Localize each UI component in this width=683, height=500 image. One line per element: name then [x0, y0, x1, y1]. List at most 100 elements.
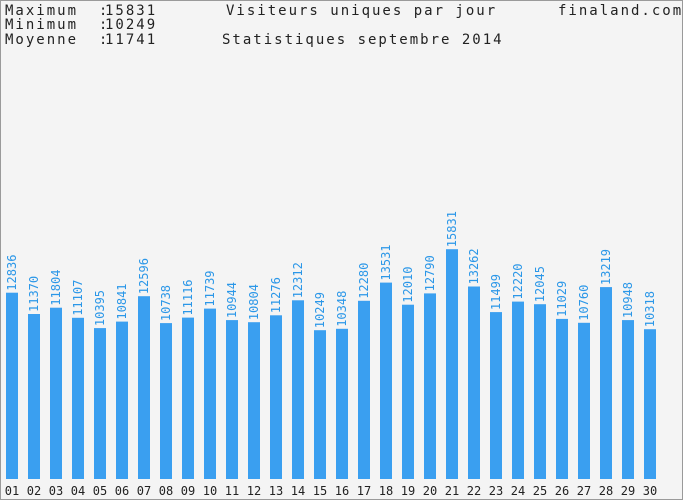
x-tick-28: 28: [599, 484, 613, 498]
value-label-15: 10249: [313, 292, 327, 328]
x-tick-16: 16: [335, 484, 349, 498]
avg-value: 11741: [105, 32, 158, 48]
bar-10: [204, 308, 216, 479]
bar-27: [578, 322, 590, 479]
x-tick-09: 09: [181, 484, 195, 498]
x-tick-10: 10: [203, 484, 217, 498]
value-label-03: 11804: [49, 270, 63, 306]
chart-subtitle: Statistiques septembre 2014: [222, 32, 504, 48]
value-label-17: 12280: [357, 263, 371, 299]
bar-01: [6, 292, 18, 479]
value-label-13: 11276: [269, 277, 283, 313]
value-label-20: 12790: [423, 255, 437, 291]
value-label-19: 12010: [401, 267, 415, 303]
value-label-22: 13262: [467, 248, 481, 284]
value-label-04: 11107: [71, 280, 85, 316]
value-label-14: 12312: [291, 262, 305, 298]
x-tick-30: 30: [643, 484, 657, 498]
bar-30: [644, 329, 656, 479]
x-tick-08: 08: [159, 484, 173, 498]
value-label-29: 10948: [621, 282, 635, 318]
x-tick-25: 25: [533, 484, 547, 498]
value-label-24: 12220: [511, 263, 525, 299]
bar-06: [116, 321, 128, 479]
value-label-25: 12045: [533, 266, 547, 302]
chart-title: Visiteurs uniques par jour: [226, 3, 498, 19]
value-label-16: 10348: [335, 291, 349, 327]
min-label: Minimum :: [5, 17, 110, 33]
x-tick-19: 19: [401, 484, 415, 498]
value-label-30: 10318: [643, 291, 657, 327]
value-label-21: 15831: [445, 211, 459, 247]
x-tick-01: 01: [5, 484, 19, 498]
bar-07: [138, 296, 150, 479]
bar-16: [336, 328, 348, 479]
bar-15: [314, 330, 326, 479]
value-label-06: 10841: [115, 283, 129, 319]
x-tick-24: 24: [511, 484, 525, 498]
x-tick-21: 21: [445, 484, 459, 498]
value-label-05: 10395: [93, 290, 107, 326]
bar-21: [446, 249, 458, 479]
bar-14: [292, 300, 304, 479]
x-tick-05: 05: [93, 484, 107, 498]
x-tick-03: 03: [49, 484, 63, 498]
bar-20: [424, 293, 436, 479]
bar-26: [556, 318, 568, 479]
bar-05: [94, 328, 106, 479]
bar-18: [380, 282, 392, 479]
site-name: finaland.com: [558, 3, 683, 19]
x-tick-22: 22: [467, 484, 481, 498]
x-tick-07: 07: [137, 484, 151, 498]
bar-22: [468, 286, 480, 479]
value-label-12: 10804: [247, 284, 261, 320]
bar-25: [534, 304, 546, 479]
x-tick-27: 27: [577, 484, 591, 498]
bar-17: [358, 300, 370, 479]
x-tick-26: 26: [555, 484, 569, 498]
value-label-07: 12596: [137, 258, 151, 294]
value-label-08: 10738: [159, 285, 173, 321]
bar-08: [160, 323, 172, 479]
value-label-01: 12836: [5, 255, 19, 291]
bar-13: [270, 315, 282, 479]
value-label-28: 13219: [599, 249, 613, 285]
bar-11: [226, 320, 238, 479]
min-value: 10249: [105, 17, 158, 33]
x-tick-12: 12: [247, 484, 261, 498]
value-label-18: 13531: [379, 244, 393, 280]
x-tick-06: 06: [115, 484, 129, 498]
bar-02: [28, 314, 40, 479]
bar-09: [182, 317, 194, 479]
x-tick-04: 04: [71, 484, 85, 498]
bar-24: [512, 301, 524, 479]
bar-04: [72, 317, 84, 479]
x-tick-14: 14: [291, 484, 305, 498]
x-tick-18: 18: [379, 484, 393, 498]
value-label-10: 11739: [203, 270, 217, 306]
x-tick-20: 20: [423, 484, 437, 498]
max-value: 15831: [105, 3, 158, 19]
max-label: Maximum :: [5, 3, 110, 19]
avg-label: Moyenne :: [5, 32, 110, 48]
bar-28: [600, 287, 612, 479]
value-label-11: 10944: [225, 282, 239, 318]
bar-12: [248, 322, 260, 479]
x-tick-23: 23: [489, 484, 503, 498]
value-label-27: 10760: [577, 285, 591, 321]
bar-19: [402, 304, 414, 479]
x-tick-15: 15: [313, 484, 327, 498]
value-label-09: 11116: [181, 279, 195, 315]
x-tick-11: 11: [225, 484, 239, 498]
x-tick-17: 17: [357, 484, 371, 498]
x-tick-02: 02: [27, 484, 41, 498]
bar-29: [622, 320, 634, 479]
bar-03: [50, 307, 62, 479]
x-tick-29: 29: [621, 484, 635, 498]
value-label-02: 11370: [27, 276, 41, 312]
value-label-26: 11029: [555, 281, 569, 317]
value-label-23: 11499: [489, 274, 503, 310]
x-tick-13: 13: [269, 484, 283, 498]
bar-23: [490, 312, 502, 479]
